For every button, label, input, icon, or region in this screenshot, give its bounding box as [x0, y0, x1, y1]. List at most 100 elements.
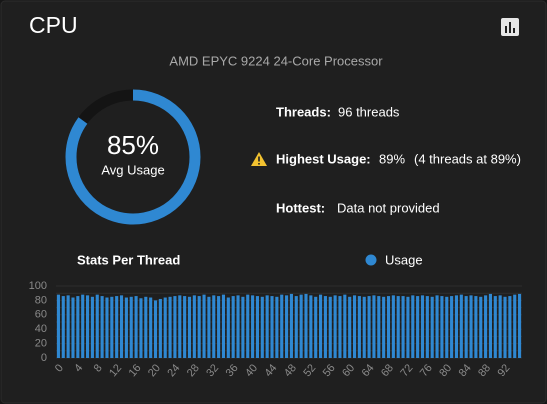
bar — [100, 296, 104, 358]
bar — [430, 296, 434, 358]
bar — [425, 296, 429, 358]
bar — [85, 295, 90, 358]
bar — [314, 296, 318, 358]
bar — [498, 295, 502, 358]
bar — [348, 296, 352, 358]
bar — [139, 298, 143, 358]
bar — [289, 293, 293, 358]
bar — [362, 296, 366, 358]
y-tick-label: 0 — [41, 352, 47, 364]
bar — [464, 296, 468, 358]
stat-value: 96 threads — [338, 104, 400, 119]
gauge-value: 85% — [107, 130, 159, 160]
bar — [236, 295, 240, 358]
bar — [246, 294, 250, 358]
bar — [202, 294, 206, 358]
bar — [95, 294, 99, 358]
bar — [221, 294, 226, 358]
bar — [411, 295, 415, 358]
bar — [187, 296, 192, 358]
bar — [484, 295, 488, 358]
stat-label: Hottest: — [276, 200, 325, 215]
bar — [275, 296, 279, 358]
bar — [105, 297, 109, 358]
y-tick-label: 40 — [35, 323, 47, 335]
legend-label: Usage — [385, 252, 423, 267]
bar — [518, 293, 522, 358]
bar — [56, 294, 60, 358]
bar — [192, 295, 196, 358]
bar — [377, 296, 381, 358]
bar — [251, 295, 255, 358]
bar — [119, 295, 124, 358]
icon-bar — [513, 28, 515, 33]
bar — [270, 296, 274, 358]
bar — [454, 295, 459, 358]
bar — [226, 297, 230, 358]
bar — [391, 295, 395, 358]
bar — [265, 295, 269, 358]
bar — [163, 297, 167, 358]
bar — [207, 296, 211, 358]
legend-swatch — [365, 254, 377, 266]
bar — [396, 296, 400, 358]
bar — [401, 296, 405, 358]
bar — [323, 296, 327, 358]
bar — [255, 296, 260, 358]
y-tick-label: 20 — [35, 338, 47, 350]
bar — [450, 296, 454, 358]
bar — [115, 296, 119, 358]
bar — [479, 296, 483, 358]
bar — [435, 295, 439, 358]
bar — [338, 296, 342, 358]
bar — [513, 294, 517, 358]
bar — [260, 296, 264, 358]
bar — [420, 295, 425, 358]
bar — [66, 295, 70, 358]
bar — [168, 296, 172, 358]
icon-bar — [509, 22, 511, 33]
bar — [445, 296, 449, 358]
bar — [241, 296, 245, 358]
bar — [357, 296, 361, 358]
bar — [333, 295, 337, 358]
chart-title: Stats Per Thread — [77, 252, 180, 267]
bar — [440, 296, 444, 358]
bar — [406, 296, 410, 358]
bar — [352, 295, 357, 358]
bar — [416, 296, 420, 358]
bar — [382, 296, 386, 358]
bar — [503, 296, 507, 358]
bar — [372, 295, 376, 358]
y-tick-label: 80 — [35, 294, 47, 306]
bar — [294, 296, 298, 358]
bar — [90, 296, 94, 358]
bar — [318, 294, 323, 358]
bar — [212, 295, 216, 358]
bar — [469, 295, 473, 358]
bar — [197, 296, 201, 358]
stat-detail: (4 threads at 89%) — [414, 151, 521, 166]
warning-icon-mark — [258, 163, 260, 165]
bar — [153, 300, 158, 358]
bar — [488, 293, 493, 358]
bar — [493, 296, 497, 358]
bar — [343, 294, 347, 358]
bar — [173, 296, 177, 358]
bar — [309, 295, 313, 358]
bar — [285, 295, 289, 358]
chart-icon-button[interactable] — [501, 18, 519, 36]
bar — [474, 296, 478, 358]
bar — [134, 296, 138, 358]
bar — [129, 296, 133, 358]
bar — [386, 296, 391, 358]
bar — [231, 296, 235, 358]
bar — [71, 297, 75, 358]
stat-label: Highest Usage: — [276, 151, 371, 166]
card-title: CPU — [29, 12, 78, 38]
bar — [508, 296, 512, 358]
processor-name: AMD EPYC 9224 24-Core Processor — [169, 53, 383, 68]
stat-label: Threads: — [276, 104, 331, 119]
bar — [81, 294, 85, 358]
